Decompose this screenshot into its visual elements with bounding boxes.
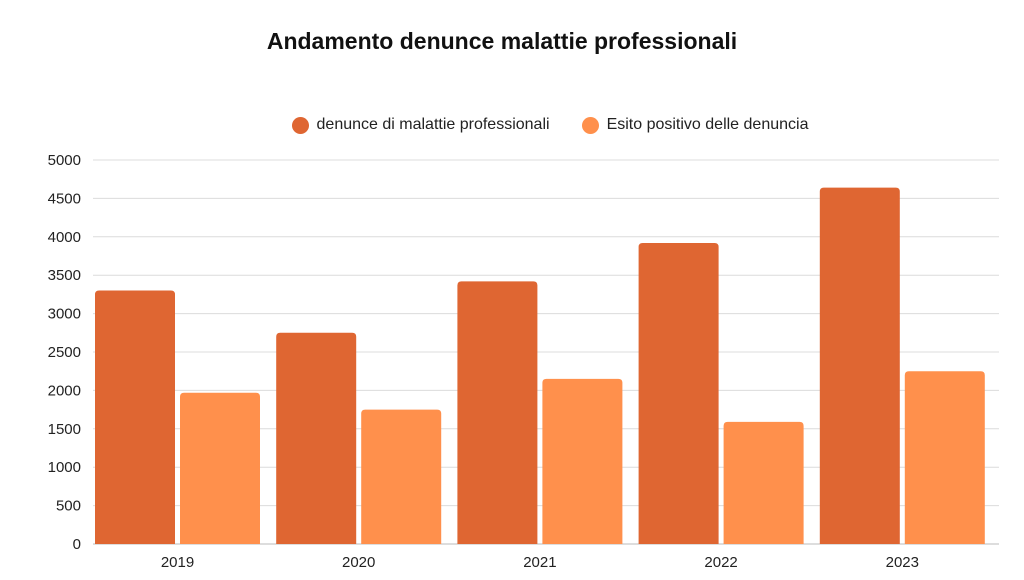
y-tick-label: 500 (56, 498, 81, 515)
bar-esito-2020 (361, 409, 442, 544)
x-tick-label: 2019 (161, 554, 194, 571)
y-tick-label: 3000 (48, 306, 81, 323)
legend-item-esito[interactable]: Esito positivo delle denuncia (581, 116, 809, 134)
y-tick-label: 0 (73, 536, 81, 553)
legend-label-denunce: denunce di malattie professionali (316, 116, 550, 133)
bar-esito-2023 (904, 371, 985, 544)
y-tick-label: 2500 (48, 344, 81, 361)
bar-denunce-2021 (457, 281, 538, 544)
chart-title: Andamento denunce malattie professionali (266, 28, 738, 54)
legend-item-denunce[interactable]: denunce di malattie professionali (291, 116, 550, 134)
bar-denunce-2022 (638, 242, 719, 544)
y-tick-label: 3500 (48, 267, 81, 284)
bar-esito-2019 (180, 392, 260, 544)
legend-marker-esito (581, 116, 599, 134)
y-tick-label: 1500 (48, 421, 81, 438)
y-tick-label: 2000 (48, 382, 81, 399)
x-tick-label: 2020 (342, 554, 375, 571)
x-tick-label: 2022 (704, 554, 737, 571)
legend-label-esito: Esito positivo delle denuncia (606, 116, 809, 133)
y-tick-label: 4500 (48, 190, 81, 207)
y-tick-label: 4000 (48, 229, 81, 246)
y-tick-label: 1000 (48, 459, 81, 476)
legend-marker-denunce (291, 116, 309, 134)
x-tick-label: 2023 (886, 554, 919, 571)
y-tick-label: 5000 (48, 152, 81, 169)
legend: denunce di malattie professionali Esito … (0, 116, 1024, 134)
bar-denunce-2020 (276, 332, 357, 544)
x-tick-label: 2021 (523, 554, 556, 571)
bar-denunce-2023 (819, 187, 900, 544)
bar-esito-2021 (542, 378, 623, 544)
bar-denunce-2019 (95, 290, 175, 544)
bar-esito-2022 (723, 421, 804, 544)
